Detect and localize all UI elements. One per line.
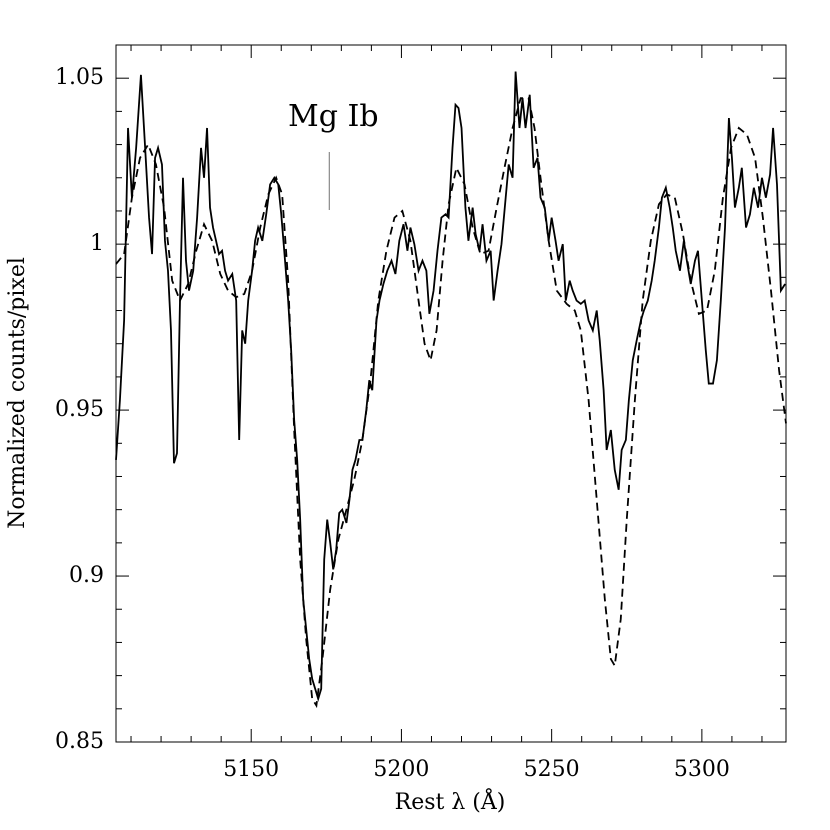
x-tick-label: 5150 xyxy=(223,757,279,782)
spectrum-line xyxy=(115,71,786,702)
y-tick-label: 0.9 xyxy=(69,563,104,588)
annotation-label: Mg Ib xyxy=(288,99,379,134)
y-tick-label: 0.95 xyxy=(55,397,104,422)
y-tick-label: 1.05 xyxy=(55,65,104,90)
y-tick-label: 1 xyxy=(90,231,104,256)
x-tick-label: 5200 xyxy=(373,757,429,782)
spectrum-line xyxy=(115,97,787,709)
plot-frame xyxy=(115,44,787,743)
y-tick-label: 0.85 xyxy=(55,729,104,754)
y-axis-label: Normalized counts/pixel xyxy=(5,257,30,529)
x-axis-label: Rest λ (Å) xyxy=(395,787,506,815)
x-tick-label: 5250 xyxy=(524,757,580,782)
x-tick-label: 5300 xyxy=(674,757,730,782)
